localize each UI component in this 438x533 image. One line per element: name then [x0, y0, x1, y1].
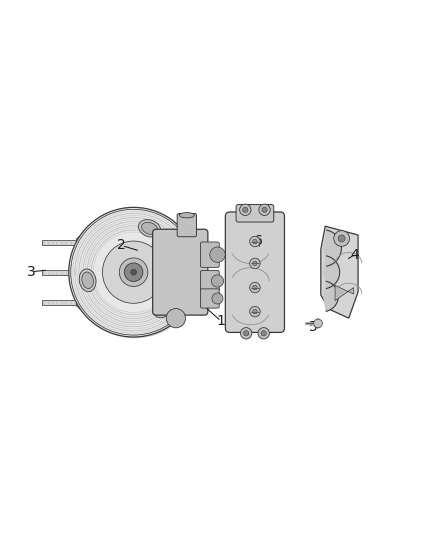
Wedge shape: [323, 230, 342, 266]
Polygon shape: [321, 226, 358, 318]
Circle shape: [334, 231, 350, 246]
Circle shape: [250, 258, 260, 269]
Wedge shape: [323, 281, 338, 311]
Circle shape: [338, 235, 345, 242]
Ellipse shape: [82, 272, 93, 288]
Circle shape: [259, 204, 270, 215]
Circle shape: [253, 261, 257, 265]
Circle shape: [210, 247, 225, 262]
Circle shape: [70, 209, 200, 338]
Text: 4: 4: [350, 248, 359, 262]
Circle shape: [250, 282, 260, 293]
FancyBboxPatch shape: [225, 212, 285, 333]
Wedge shape: [323, 256, 340, 288]
Circle shape: [124, 263, 143, 281]
Circle shape: [244, 330, 249, 336]
Polygon shape: [77, 295, 84, 310]
Circle shape: [258, 328, 269, 339]
Circle shape: [253, 285, 257, 290]
Ellipse shape: [180, 213, 194, 218]
Circle shape: [262, 207, 267, 213]
FancyBboxPatch shape: [153, 229, 208, 315]
Circle shape: [314, 319, 322, 328]
FancyBboxPatch shape: [201, 270, 219, 292]
Circle shape: [131, 269, 137, 275]
Circle shape: [261, 330, 266, 336]
Polygon shape: [335, 285, 354, 301]
Ellipse shape: [153, 298, 174, 318]
Polygon shape: [77, 236, 84, 249]
Ellipse shape: [141, 222, 158, 235]
Circle shape: [253, 239, 257, 244]
Polygon shape: [77, 265, 84, 279]
FancyBboxPatch shape: [201, 242, 219, 268]
FancyBboxPatch shape: [177, 214, 197, 237]
Circle shape: [166, 309, 186, 328]
Text: 5: 5: [309, 320, 318, 334]
Circle shape: [243, 207, 248, 213]
Ellipse shape: [156, 301, 171, 315]
Circle shape: [240, 204, 251, 215]
Ellipse shape: [138, 220, 161, 237]
Polygon shape: [42, 240, 80, 245]
Text: 6: 6: [254, 234, 263, 248]
Polygon shape: [315, 319, 321, 328]
Circle shape: [212, 293, 223, 304]
Polygon shape: [42, 300, 80, 305]
Circle shape: [119, 258, 148, 286]
Circle shape: [240, 328, 252, 339]
Ellipse shape: [79, 269, 96, 292]
FancyBboxPatch shape: [201, 289, 219, 308]
Polygon shape: [42, 270, 80, 275]
Circle shape: [250, 236, 260, 247]
Circle shape: [212, 275, 224, 287]
Text: 1: 1: [217, 314, 226, 328]
Circle shape: [69, 207, 198, 337]
FancyBboxPatch shape: [236, 205, 274, 222]
Text: 2: 2: [117, 238, 126, 253]
Circle shape: [250, 306, 260, 317]
Circle shape: [102, 241, 165, 303]
Circle shape: [253, 310, 257, 314]
Text: 3: 3: [27, 265, 36, 279]
